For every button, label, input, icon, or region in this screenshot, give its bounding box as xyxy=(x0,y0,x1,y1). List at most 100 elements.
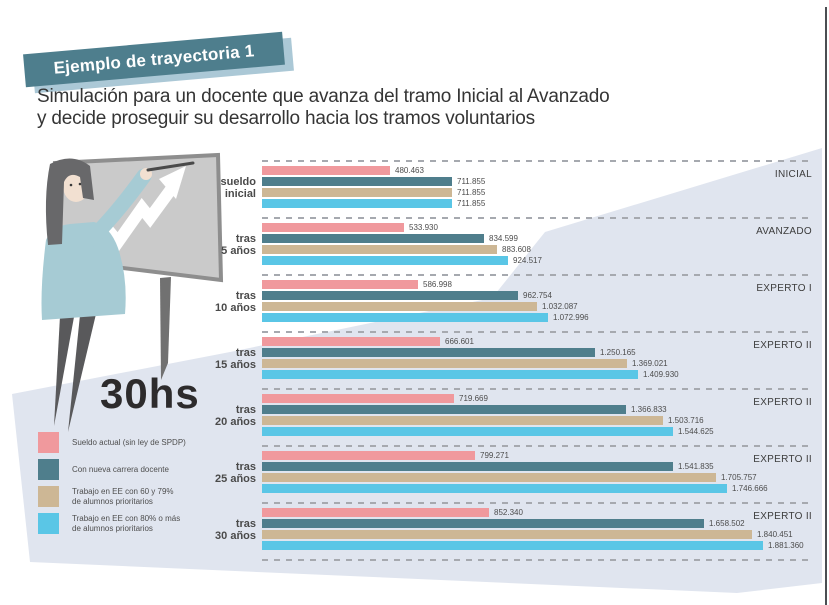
bar xyxy=(262,245,497,254)
bar-value-label: 586.998 xyxy=(423,280,452,289)
category-label: tras 25 años xyxy=(215,461,256,485)
group-separator xyxy=(262,274,812,276)
bar xyxy=(262,188,452,197)
bar-value-label: 711.855 xyxy=(457,199,486,208)
legend: Sueldo actual (sin ley de SPDP) Con nueva… xyxy=(38,432,186,540)
bar-value-label: 1.250.165 xyxy=(600,348,636,357)
legend-label: Trabajo en EE con 80% o más de alumnos pr… xyxy=(72,513,181,533)
bar-value-label: 1.541.835 xyxy=(678,462,714,471)
legend-item: Trabajo en EE con 60 y 79% de alumnos pri… xyxy=(38,486,186,507)
category-label: tras 10 años xyxy=(215,290,256,314)
bar-value-label: 711.855 xyxy=(457,177,486,186)
pointer-stick xyxy=(146,161,195,172)
bar xyxy=(262,302,537,311)
bar-value-label: 1.705.757 xyxy=(721,473,757,482)
bar-value-label: 480.463 xyxy=(395,166,424,175)
teacher-arm xyxy=(82,168,152,248)
group-separator xyxy=(262,388,812,390)
bar-value-label: 1.366.833 xyxy=(631,405,667,414)
bar-value-label: 1.503.716 xyxy=(668,416,704,425)
category-label: sueldo inicial xyxy=(220,176,256,200)
bar xyxy=(262,427,673,436)
bar xyxy=(262,234,484,243)
legend-item: Trabajo en EE con 80% o más de alumnos pr… xyxy=(38,513,186,534)
bar xyxy=(262,405,626,414)
bar-value-label: 1.881.360 xyxy=(768,541,804,550)
legend-swatch xyxy=(38,459,59,480)
bar-value-label: 883.608 xyxy=(502,245,531,254)
stage-label: EXPERTO II xyxy=(753,454,812,465)
growth-arrow-head xyxy=(159,166,186,199)
teacher-eye-left xyxy=(69,183,73,187)
teacher-eye-right xyxy=(78,182,82,186)
bar xyxy=(262,394,454,403)
legend-swatch xyxy=(38,486,59,507)
bar xyxy=(262,473,716,482)
legend-label: Con nueva carrera docente xyxy=(72,464,169,474)
bar xyxy=(262,313,548,322)
bar-value-label: 834.599 xyxy=(489,234,518,243)
bar xyxy=(262,519,704,528)
legend-label: Trabajo en EE con 60 y 79% de alumnos pri… xyxy=(72,486,174,506)
stage-label: AVANZADO xyxy=(756,226,812,237)
bar xyxy=(262,256,508,265)
legend-swatch xyxy=(38,432,59,453)
category-label: tras 5 años xyxy=(221,233,256,257)
bar-value-label: 1.544.625 xyxy=(678,427,714,436)
bar-value-label: 799.271 xyxy=(480,451,509,460)
bar xyxy=(262,530,752,539)
bar-value-label: 924.517 xyxy=(513,256,542,265)
bar-value-label: 1.032.087 xyxy=(542,302,578,311)
category-label: tras 20 años xyxy=(215,404,256,428)
bar xyxy=(262,416,663,425)
bar xyxy=(262,280,418,289)
bar-value-label: 1.658.502 xyxy=(709,519,745,528)
hours-label: 30hs xyxy=(100,370,200,417)
bar-value-label: 711.855 xyxy=(457,188,486,197)
bar xyxy=(262,462,673,471)
bar xyxy=(262,166,390,175)
bar xyxy=(262,337,440,346)
page-edge-line xyxy=(825,7,827,605)
bar-value-label: 962.754 xyxy=(523,291,552,300)
bar xyxy=(262,199,452,208)
teacher-tunic xyxy=(41,222,126,320)
bar-value-label: 1.840.451 xyxy=(757,530,793,539)
category-label: tras 30 años xyxy=(215,518,256,542)
bar xyxy=(262,370,638,379)
group-separator xyxy=(262,445,812,447)
stage-label: EXPERTO II xyxy=(753,340,812,351)
stage-label: EXPERTO II xyxy=(753,397,812,408)
group-separator xyxy=(262,502,812,504)
bar xyxy=(262,359,627,368)
stage-label: EXPERTO II xyxy=(753,511,812,522)
bar xyxy=(262,508,489,517)
board-stand xyxy=(160,277,171,380)
bar-value-label: 852.340 xyxy=(494,508,523,517)
category-label: tras 15 años xyxy=(215,347,256,371)
legend-item: Sueldo actual (sin ley de SPDP) xyxy=(38,432,186,453)
stage-label: EXPERTO I xyxy=(756,283,812,294)
bar xyxy=(262,177,452,186)
legend-label: Sueldo actual (sin ley de SPDP) xyxy=(72,437,186,447)
bar xyxy=(262,451,475,460)
bar-value-label: 719.669 xyxy=(459,394,488,403)
bar xyxy=(262,484,727,493)
bar xyxy=(262,348,595,357)
group-separator xyxy=(262,160,812,162)
bar-value-label: 666.601 xyxy=(445,337,474,346)
bar-value-label: 1.746.666 xyxy=(732,484,768,493)
bar xyxy=(262,291,518,300)
group-separator xyxy=(262,217,812,219)
teacher-illustration xyxy=(41,152,224,432)
bar xyxy=(262,541,763,550)
bar xyxy=(262,223,404,232)
bar-value-label: 1.072.996 xyxy=(553,313,589,322)
teacher-leg-left xyxy=(54,316,74,426)
bar-value-label: 533.930 xyxy=(409,223,438,232)
teacher-leg-right xyxy=(68,314,96,432)
legend-item: Con nueva carrera docente xyxy=(38,459,186,480)
subtitle-line-2: y decide proseguir su desarrollo hacia l… xyxy=(37,108,535,129)
subtitle-line-1: Simulación para un docente que avanza de… xyxy=(37,86,610,107)
